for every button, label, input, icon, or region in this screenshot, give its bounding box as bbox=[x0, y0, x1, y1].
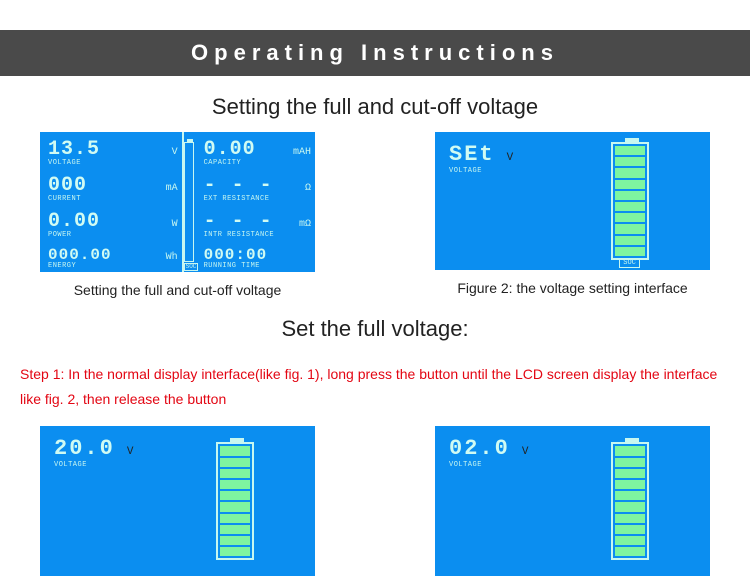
voltage-label: VOLTAGE bbox=[48, 159, 178, 167]
lcd4-unit: V bbox=[522, 446, 529, 458]
lcd1-left-panel: 13.5V VOLTAGE 000mA CURRENT 0.00W POWER … bbox=[40, 132, 184, 272]
lcd2-unit: V bbox=[507, 152, 514, 164]
soc-battery-icon bbox=[184, 142, 194, 262]
figure-2-col: SEt V VOLTAGE SOC Figure 2: the voltage … bbox=[435, 132, 710, 298]
lcd2-value: SEt bbox=[449, 142, 495, 167]
figure-2-caption: Figure 2: the voltage setting interface bbox=[457, 280, 687, 296]
lcd4-value: 02.0 bbox=[449, 436, 510, 461]
lcd3-unit: V bbox=[127, 446, 134, 458]
intres-label: INTR RESISTANCE bbox=[204, 231, 311, 239]
lcd4-left: 02.0 V VOLTAGE bbox=[435, 426, 551, 576]
intres-value: - - - bbox=[204, 210, 274, 233]
lcd4-battery-icon bbox=[611, 442, 649, 560]
lcd3-left: 20.0 V VOLTAGE bbox=[40, 426, 156, 576]
capacity-unit: mAH bbox=[293, 147, 311, 158]
current-label: CURRENT bbox=[48, 195, 178, 203]
figures-row-2: 20.0 V VOLTAGE 02.0 V VOLTAGE bbox=[0, 426, 750, 576]
figure-3-col: 20.0 V VOLTAGE bbox=[40, 426, 315, 576]
power-value: 0.00 bbox=[48, 210, 100, 233]
lcd2-soc-label: SOC bbox=[619, 258, 640, 268]
lcd2-left: SEt V VOLTAGE bbox=[435, 132, 551, 270]
extres-value: - - - bbox=[204, 174, 274, 197]
extres-label: EXT RESISTANCE bbox=[204, 195, 311, 203]
capacity-value: 0.00 bbox=[204, 138, 256, 161]
lcd4-label: VOLTAGE bbox=[449, 461, 547, 469]
lcd1-right-panel: 0.00 mAH CAPACITY - - - Ω EXT RESISTANCE -… bbox=[198, 132, 315, 272]
lcd-voltage-02: 02.0 V VOLTAGE bbox=[435, 426, 710, 576]
lcd2-right: SOC bbox=[551, 132, 711, 270]
lcd3-right bbox=[156, 426, 316, 576]
section-title-1: Setting the full and cut-off voltage bbox=[0, 94, 750, 120]
lcd2-label: VOLTAGE bbox=[449, 167, 547, 175]
figure-1-col: 13.5V VOLTAGE 000mA CURRENT 0.00W POWER … bbox=[40, 132, 315, 298]
step-1-text: Step 1: In the normal display interface(… bbox=[0, 354, 750, 426]
lcd1-battery-col: SOC bbox=[184, 132, 198, 272]
capacity-label: CAPACITY bbox=[204, 159, 311, 167]
lcd3-value: 20.0 bbox=[54, 436, 115, 461]
header-bar: Operating Instructions bbox=[0, 30, 750, 76]
current-value: 000 bbox=[48, 174, 87, 197]
voltage-value: 13.5 bbox=[48, 138, 100, 161]
energy-label: ENERGY bbox=[48, 262, 178, 270]
soc-label: SOC bbox=[184, 263, 198, 271]
power-unit: W bbox=[172, 219, 178, 230]
lcd-full-readout: 13.5V VOLTAGE 000mA CURRENT 0.00W POWER … bbox=[40, 132, 315, 272]
intres-unit: mΩ bbox=[299, 219, 311, 230]
voltage-unit: V bbox=[172, 147, 178, 158]
lcd3-battery-icon bbox=[216, 442, 254, 560]
lcd4-right bbox=[551, 426, 711, 576]
extres-unit: Ω bbox=[305, 183, 311, 194]
figure-1-caption: Setting the full and cut-off voltage bbox=[74, 282, 282, 298]
lcd-set-voltage: SEt V VOLTAGE SOC bbox=[435, 132, 710, 270]
lcd-voltage-20: 20.0 V VOLTAGE bbox=[40, 426, 315, 576]
figure-4-col: 02.0 V VOLTAGE bbox=[435, 426, 710, 576]
current-unit: mA bbox=[166, 183, 178, 194]
lcd2-battery-icon: SOC bbox=[611, 142, 649, 260]
time-label: RUNNING TIME bbox=[204, 262, 311, 270]
power-label: POWER bbox=[48, 231, 178, 239]
energy-unit: Wh bbox=[166, 252, 178, 263]
figures-row-1: 13.5V VOLTAGE 000mA CURRENT 0.00W POWER … bbox=[0, 132, 750, 298]
section-title-2: Set the full voltage: bbox=[0, 316, 750, 342]
lcd3-label: VOLTAGE bbox=[54, 461, 152, 469]
